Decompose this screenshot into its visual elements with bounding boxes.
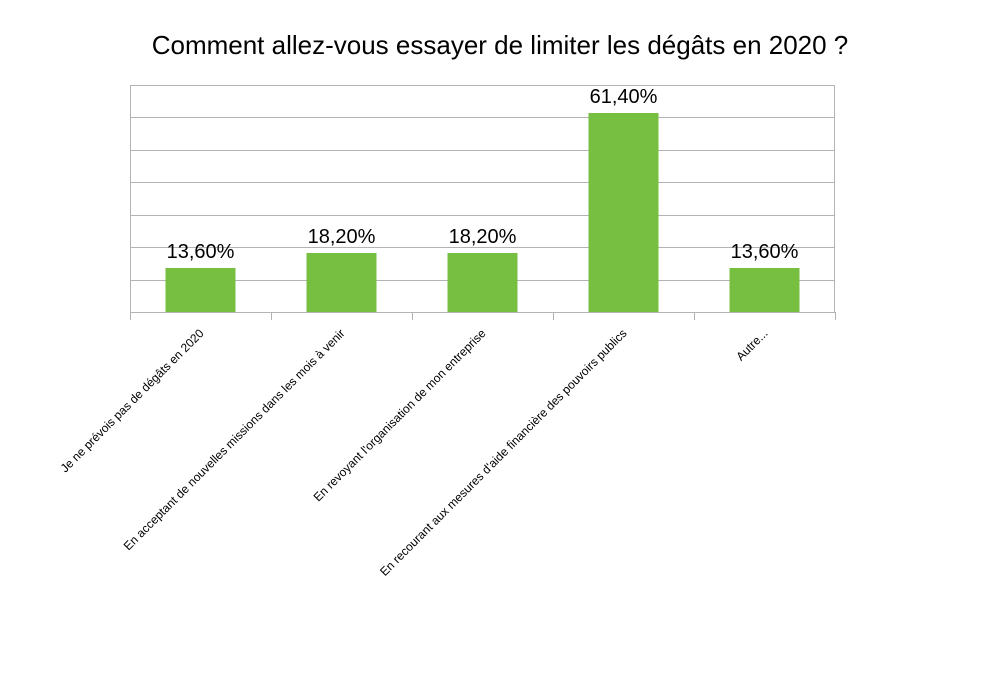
- category-label: En acceptant de nouvelles missions dans …: [121, 326, 348, 553]
- bar: [588, 112, 659, 312]
- data-label: 13,60%: [167, 241, 235, 263]
- category-label: Autre...: [733, 326, 770, 363]
- data-label: 13,60%: [731, 241, 799, 263]
- bar: [306, 252, 377, 312]
- data-labels: 13,60% 18,20% 18,20% 61,40% 13,60%: [167, 86, 799, 263]
- category-label: En recourant aux mesures d'aide financiè…: [377, 326, 630, 579]
- bar: [447, 252, 518, 312]
- chart-title: Comment allez-vous essayer de limiter le…: [151, 30, 849, 60]
- x-axis-ticks: [130, 312, 836, 320]
- category-label: En revoyant l'organisation de mon entrep…: [311, 326, 489, 504]
- bars: [165, 112, 800, 312]
- data-label: 18,20%: [449, 226, 517, 248]
- data-label: 61,40%: [590, 86, 658, 108]
- data-label: 18,20%: [308, 226, 376, 248]
- bar: [729, 267, 800, 312]
- category-label: Je ne prévois pas de dégâts en 2020: [58, 326, 207, 475]
- bar: [165, 267, 236, 312]
